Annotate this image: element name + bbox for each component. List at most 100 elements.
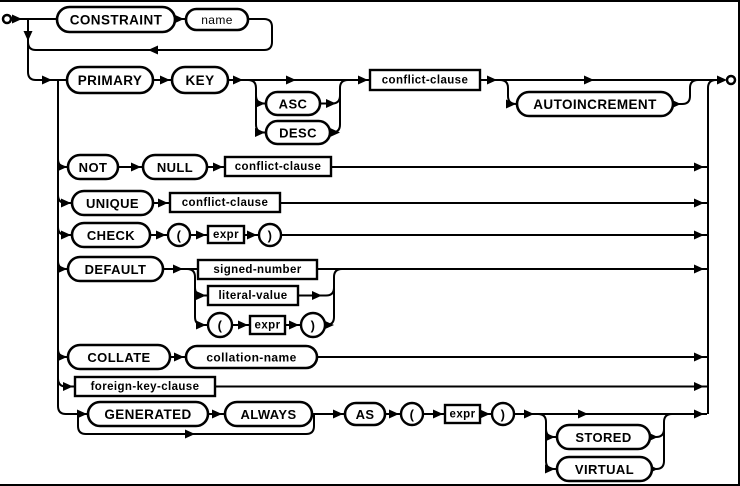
wire <box>537 413 557 438</box>
node-conflict-clause-3[interactable]: conflict-clause <box>168 191 282 214</box>
keyword-bubble <box>264 90 322 117</box>
node-label: name <box>201 13 233 27</box>
paren-bubble <box>206 311 234 339</box>
node-key: KEY <box>170 65 230 95</box>
arrowhead-right-icon <box>57 264 67 274</box>
node-label: ALWAYS <box>240 407 296 422</box>
node-label: PRIMARY <box>78 73 143 88</box>
node-lparen-3: ( <box>399 401 425 427</box>
paren-bubble <box>490 401 516 427</box>
node-label: collation-name <box>206 351 296 365</box>
node-label: signed-number <box>213 264 301 276</box>
arrowhead-right-icon <box>694 352 704 362</box>
arrowhead-right-icon <box>694 382 704 391</box>
keyword-bubble <box>65 65 155 95</box>
node-asc: ASC <box>264 90 322 117</box>
arrowhead-right-icon <box>213 162 223 172</box>
node-lparen-1: ( <box>166 222 192 248</box>
arrowhead-right-icon <box>61 198 71 208</box>
node-label: KEY <box>186 73 215 88</box>
arrowhead-right-icon <box>174 14 184 24</box>
node-label: UNIQUE <box>86 196 139 211</box>
node-collation-name: collation-name <box>184 344 319 370</box>
node-expr-3[interactable]: expr <box>443 403 482 425</box>
nonterminal-box <box>223 155 333 178</box>
arrowhead-right-icon <box>196 320 206 330</box>
wire <box>27 19 67 81</box>
arrowhead-right-icon <box>694 198 704 208</box>
node-conflict-clause-1[interactable]: conflict-clause <box>368 68 482 92</box>
node-virtual: VIRTUAL <box>555 455 654 483</box>
arrowhead-right-icon <box>312 291 322 300</box>
node-label: NOT <box>79 160 108 175</box>
node-autoincrement: AUTOINCREMENT <box>515 90 675 118</box>
node-label: AUTOINCREMENT <box>533 97 657 112</box>
wire <box>27 18 273 51</box>
nonterminal-box <box>196 258 319 281</box>
keyword-bubble <box>515 90 675 118</box>
node-conflict-clause-2[interactable]: conflict-clause <box>223 155 333 178</box>
node-foreign-key-clause[interactable]: foreign-key-clause <box>73 375 217 398</box>
paren-bubble <box>399 401 425 427</box>
node-label: STORED <box>575 430 631 445</box>
node-label: ( <box>410 407 415 422</box>
node-as: AS <box>343 401 387 427</box>
arrowhead-right-icon <box>578 409 588 419</box>
node-label: conflict-clause <box>382 75 469 87</box>
node-signed-number[interactable]: signed-number <box>196 258 319 281</box>
node-label: VIRTUAL <box>575 462 634 477</box>
wire <box>673 79 699 105</box>
keyword-bubble <box>141 153 209 181</box>
node-default: DEFAULT <box>66 255 165 283</box>
nonterminal-box <box>368 68 482 92</box>
node-label: AS <box>356 407 375 422</box>
node-constraint: CONSTRAINT <box>55 5 177 34</box>
node-label: conflict-clause <box>182 197 269 209</box>
arrowhead-right-icon <box>131 162 141 172</box>
keyword-bubble <box>170 65 230 95</box>
node-label: expr <box>450 409 476 421</box>
keyword-bubble <box>223 400 314 428</box>
arrowhead-right-icon <box>289 320 299 330</box>
node-expr-2[interactable]: expr <box>248 314 287 336</box>
arrowhead-right-icon <box>160 75 170 85</box>
nonterminal-box <box>206 284 300 307</box>
keyword-bubble <box>555 423 652 451</box>
keyword-bubble <box>66 343 172 371</box>
arrowhead-right-icon <box>487 75 497 85</box>
node-expr-1[interactable]: expr <box>206 224 246 245</box>
wire <box>57 80 88 415</box>
nonterminal-box <box>206 224 246 245</box>
arrowhead-right-icon <box>158 198 168 208</box>
arrowhead-right-icon <box>717 75 727 85</box>
wire <box>325 268 343 326</box>
arrowhead-down-icon <box>23 31 33 41</box>
node-label: ASC <box>279 97 308 112</box>
node-label: expr <box>213 229 239 241</box>
arrowhead-right-icon <box>42 75 52 85</box>
node-label: COLLATE <box>87 350 150 365</box>
node-literal-value[interactable]: literal-value <box>206 284 300 307</box>
node-label: ) <box>311 318 316 333</box>
arrowhead-right-icon <box>255 99 265 108</box>
node-label: CONSTRAINT <box>70 13 163 28</box>
node-primary: PRIMARY <box>65 65 155 95</box>
keyword-bubble <box>70 189 155 217</box>
keyword-bubble <box>66 255 165 283</box>
keyword-bubble <box>70 221 152 249</box>
arrowhead-right-icon <box>333 409 343 419</box>
paren-bubble <box>257 222 283 248</box>
arrowhead-right-icon <box>330 128 340 137</box>
arrowhead-right-icon <box>694 230 704 240</box>
arrowhead-right-icon <box>247 230 257 240</box>
paren-bubble <box>299 311 327 339</box>
arrowhead-right-icon <box>174 352 184 362</box>
nonterminal-box <box>168 191 282 214</box>
arrowhead-right-icon <box>212 409 222 419</box>
keyword-bubble <box>184 344 319 370</box>
wire <box>330 79 349 134</box>
arrowhead-right-icon <box>506 99 516 109</box>
node-generated: GENERATED <box>86 400 210 428</box>
